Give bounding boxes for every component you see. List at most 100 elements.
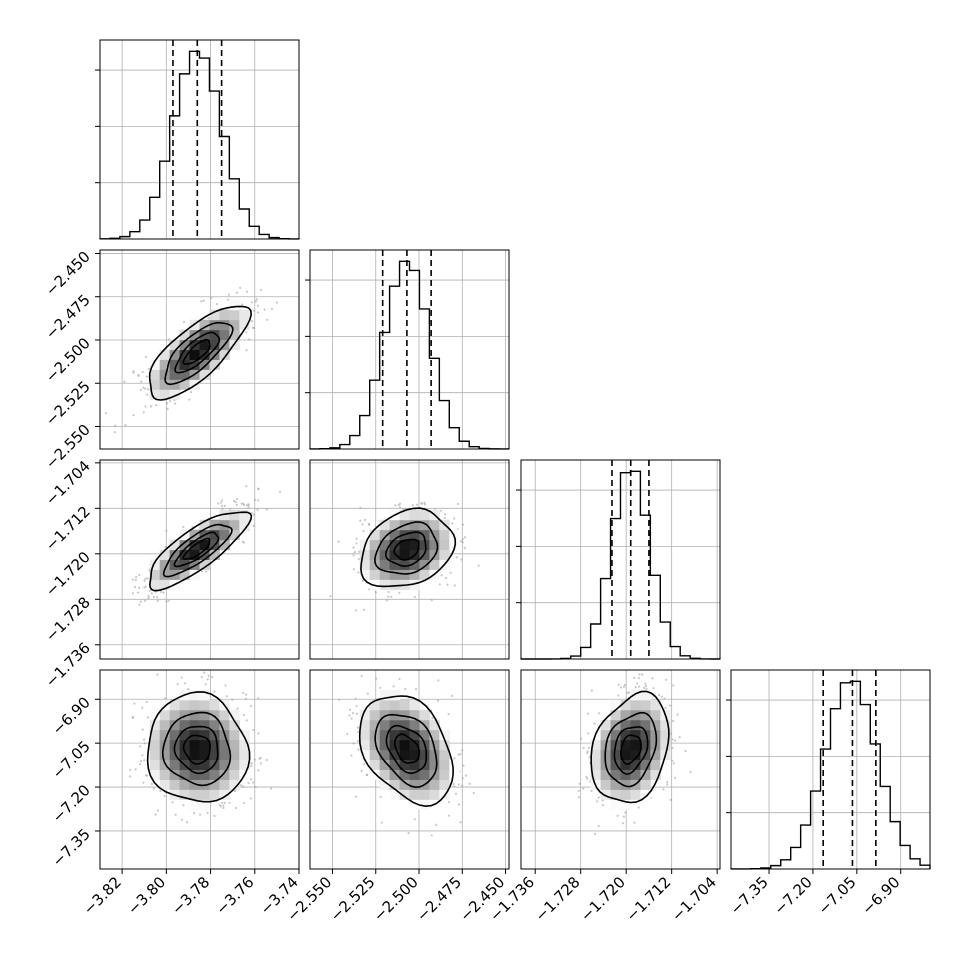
density-cell bbox=[660, 719, 671, 731]
sample-point bbox=[221, 507, 224, 511]
density-cell bbox=[219, 779, 230, 790]
density-cell bbox=[409, 779, 420, 790]
sample-point bbox=[138, 603, 141, 606]
sample-point bbox=[213, 690, 216, 693]
density-cell bbox=[239, 729, 250, 741]
density-cell bbox=[429, 739, 440, 751]
sample-point bbox=[438, 583, 441, 586]
sample-point bbox=[252, 728, 255, 732]
density-cell bbox=[660, 759, 671, 770]
sample-point bbox=[354, 697, 357, 700]
density-cell bbox=[159, 359, 171, 370]
density-cell bbox=[610, 749, 621, 761]
density-cell bbox=[199, 739, 210, 751]
density-cell bbox=[660, 739, 671, 751]
sample-point bbox=[200, 300, 203, 303]
sample-point bbox=[577, 796, 581, 799]
density-cell bbox=[439, 739, 450, 751]
sample-point bbox=[352, 546, 355, 549]
sample-point bbox=[671, 746, 674, 750]
sample-point bbox=[672, 719, 675, 723]
sample-point bbox=[637, 677, 640, 680]
sample-point bbox=[446, 583, 449, 586]
sample-point bbox=[144, 577, 147, 580]
histogram-3 bbox=[730, 680, 931, 870]
sample-point bbox=[143, 742, 146, 745]
density-cell bbox=[389, 529, 401, 541]
density-cell bbox=[219, 329, 230, 341]
sample-point bbox=[350, 754, 353, 757]
sample-point bbox=[621, 822, 625, 825]
density-cell bbox=[379, 549, 391, 560]
sample-point bbox=[636, 682, 639, 685]
sample-point bbox=[133, 702, 136, 705]
x-axis-2: −1.736−1.728−1.720−1.712−1.704 bbox=[486, 869, 720, 925]
contour-level-1 bbox=[162, 523, 233, 578]
sample-point bbox=[257, 697, 260, 700]
sample-point bbox=[398, 502, 402, 505]
sample-point bbox=[457, 803, 461, 806]
density-cell bbox=[169, 539, 181, 551]
y-tick-label: −2.500 bbox=[42, 334, 94, 386]
density-cell bbox=[179, 379, 191, 390]
contour-level-3 bbox=[394, 733, 421, 764]
sample-point bbox=[672, 684, 675, 687]
x-tick-label: −3.82 bbox=[80, 873, 125, 918]
density-cell bbox=[600, 789, 612, 800]
sample-point bbox=[423, 501, 426, 504]
density-cell bbox=[610, 699, 621, 711]
contour-level-1 bbox=[604, 711, 658, 788]
density-cell bbox=[179, 769, 191, 780]
density-cell bbox=[409, 769, 420, 780]
sample-point bbox=[259, 288, 263, 292]
sample-point bbox=[435, 823, 438, 826]
density-cell bbox=[199, 769, 210, 780]
density-cell bbox=[189, 559, 200, 570]
density-cell bbox=[189, 699, 200, 711]
sample-point bbox=[453, 785, 456, 788]
density-cell bbox=[640, 699, 651, 711]
density-cell bbox=[189, 359, 200, 370]
density-cell bbox=[389, 749, 401, 761]
sample-point bbox=[644, 684, 647, 688]
density-cell bbox=[159, 729, 171, 741]
density-cell bbox=[359, 729, 371, 741]
sample-point bbox=[437, 679, 440, 682]
sample-point bbox=[652, 687, 655, 690]
density-cell bbox=[640, 789, 651, 800]
density-cell bbox=[419, 729, 430, 741]
density-cell bbox=[409, 529, 420, 541]
sample-point bbox=[354, 795, 357, 798]
sample-point bbox=[186, 821, 189, 824]
sample-point bbox=[142, 411, 145, 414]
sample-point bbox=[451, 694, 454, 697]
density-cell bbox=[600, 729, 612, 741]
sample-point bbox=[162, 591, 165, 594]
sample-point bbox=[357, 571, 360, 574]
density-cell bbox=[149, 369, 161, 380]
sample-point bbox=[582, 746, 585, 750]
sample-point bbox=[159, 590, 163, 594]
hist-y-ticks-0 bbox=[95, 69, 299, 184]
density-3-0 bbox=[129, 671, 273, 824]
sample-point bbox=[638, 685, 641, 688]
sample-point bbox=[135, 576, 138, 579]
sample-point bbox=[453, 584, 456, 587]
density-cell bbox=[620, 779, 631, 790]
contour-level-2 bbox=[173, 531, 220, 568]
y-tick-label: −2.525 bbox=[42, 377, 94, 429]
density-cell bbox=[389, 519, 401, 531]
contour-level-3 bbox=[393, 538, 420, 561]
x-tick-label: −7.05 bbox=[814, 873, 859, 918]
sample-point bbox=[206, 811, 209, 814]
sample-point bbox=[645, 687, 648, 690]
panel-frame-2-2 bbox=[520, 459, 721, 660]
density-cell bbox=[419, 559, 430, 570]
density-cell bbox=[179, 789, 191, 800]
sample-point bbox=[374, 591, 377, 594]
sample-point bbox=[163, 794, 166, 798]
density-cell bbox=[409, 709, 420, 721]
sample-point bbox=[248, 338, 251, 341]
sample-point bbox=[407, 832, 410, 835]
density-cell bbox=[179, 779, 191, 790]
